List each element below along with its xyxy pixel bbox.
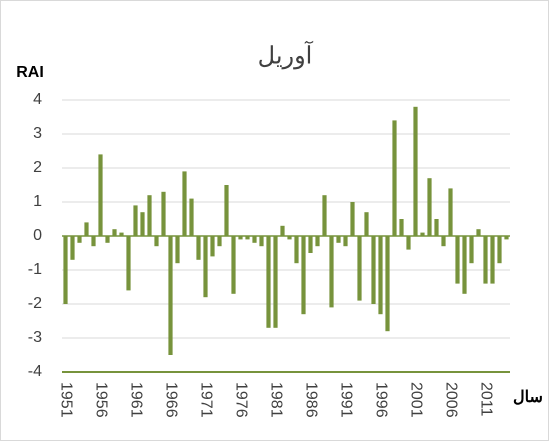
bar [399, 219, 404, 236]
bar [70, 236, 75, 260]
bar [112, 229, 117, 236]
x-tick-label: 2011 [477, 382, 494, 417]
x-tick-label: 1961 [127, 382, 144, 418]
bar [273, 236, 278, 328]
x-tick-label: 1976 [232, 382, 249, 418]
y-tick-label: -2 [28, 295, 42, 312]
y-tick-label: 2 [33, 159, 42, 176]
bar [133, 205, 138, 236]
bar [364, 212, 369, 236]
bar [217, 236, 222, 247]
bar [413, 106, 418, 236]
bar [448, 188, 453, 236]
bar [294, 236, 299, 264]
chart-title: آوریل [258, 40, 314, 69]
x-tick-label: 2001 [407, 382, 424, 418]
bar [224, 185, 229, 236]
y-tick-label: 1 [33, 193, 42, 210]
x-tick-label: 1981 [267, 382, 284, 418]
y-tick-label: 3 [33, 125, 42, 142]
bar [91, 236, 96, 247]
x-tick-label: 1971 [197, 382, 214, 418]
x-tick-label: 1966 [162, 382, 179, 418]
bar [98, 154, 103, 236]
bar [231, 236, 236, 294]
bar [77, 236, 82, 243]
bar [336, 236, 341, 243]
bar [455, 236, 460, 284]
x-axis-label: سال [513, 389, 543, 406]
bar [245, 236, 250, 240]
y-tick-label: 4 [33, 91, 42, 108]
bar [147, 195, 152, 236]
bar [119, 232, 124, 236]
bar [203, 236, 208, 298]
bar [196, 236, 201, 260]
bar [315, 236, 320, 247]
bar [329, 236, 334, 308]
bar [350, 202, 355, 236]
bar [140, 212, 145, 236]
bar [161, 191, 166, 236]
bar [259, 236, 264, 247]
y-tick-label: -1 [28, 261, 42, 278]
bar [343, 236, 348, 247]
bar [371, 236, 376, 304]
bar [189, 198, 194, 236]
bar [385, 236, 390, 332]
bar [105, 236, 110, 243]
y-axis-label: RAI [16, 64, 44, 81]
bar [357, 236, 362, 301]
bar [168, 236, 173, 355]
x-tick-label: 1991 [337, 382, 354, 418]
bar [497, 236, 502, 264]
bar [434, 219, 439, 236]
bar [210, 236, 215, 257]
bar [378, 236, 383, 315]
bar [469, 236, 474, 264]
bar [483, 236, 488, 284]
bar [252, 236, 257, 243]
bar [322, 195, 327, 236]
bar [476, 229, 481, 236]
bar [308, 236, 313, 253]
y-tick-label: -3 [28, 329, 42, 346]
bar [280, 225, 285, 236]
bar [504, 236, 509, 240]
x-tick-label: 2006 [442, 382, 459, 418]
bar [154, 236, 159, 247]
x-tick-label: 1996 [372, 382, 389, 418]
bar [392, 120, 397, 236]
bar [406, 236, 411, 250]
y-tick-label: 0 [33, 227, 42, 244]
bar [182, 171, 187, 236]
bar [301, 236, 306, 315]
bar [441, 236, 446, 247]
bar [427, 178, 432, 236]
bar [266, 236, 271, 328]
bar [490, 236, 495, 284]
bar [462, 236, 467, 294]
bar [63, 236, 68, 304]
bar [84, 222, 89, 236]
bar [126, 236, 131, 291]
x-tick-label: 1986 [302, 382, 319, 418]
y-tick-label: -4 [28, 363, 42, 380]
bar [287, 236, 292, 240]
bar [238, 236, 243, 240]
bar [175, 236, 180, 264]
x-tick-label: 1951 [57, 382, 74, 418]
x-tick-label: 1956 [92, 382, 109, 418]
bar [420, 232, 425, 236]
